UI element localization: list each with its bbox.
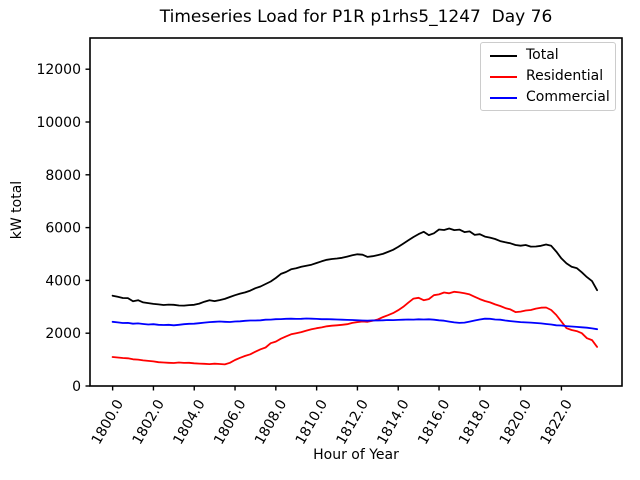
axis-ticks	[85, 68, 563, 391]
legend-label-total: Total	[526, 47, 559, 63]
legend: Total Residential Commercial	[480, 42, 616, 111]
y-tick-label: 12000	[36, 62, 81, 78]
x-tick-label: 1812.0	[334, 397, 372, 447]
x-tick-label: 1814.0	[374, 397, 412, 447]
x-tick-label: 1820.0	[497, 397, 535, 447]
x-tick-label: 1810.0	[293, 397, 331, 447]
x-axis-label: Hour of Year	[313, 447, 399, 463]
legend-label-commercial: Commercial	[526, 89, 610, 105]
x-tick-label: 1816.0	[415, 397, 453, 447]
total-line-swatch	[490, 54, 517, 57]
series-lines	[111, 227, 598, 366]
axes-frame	[89, 37, 623, 387]
y-axis-label: kW total	[9, 180, 25, 240]
series-line-total	[111, 227, 598, 307]
legend-item-residential: Residential	[490, 68, 606, 85]
residential-line-swatch	[490, 75, 517, 78]
y-tick-label: 4000	[45, 273, 81, 289]
y-tick-label: 6000	[45, 221, 81, 237]
x-tick-label: 1818.0	[456, 397, 494, 447]
x-tick-label: 1806.0	[211, 397, 249, 447]
commercial-line-swatch	[490, 96, 517, 99]
x-tick-label: 1822.0	[538, 397, 576, 447]
x-tick-label: 1808.0	[252, 397, 290, 447]
y-tick-label: 8000	[45, 168, 81, 184]
legend-label-residential: Residential	[526, 68, 604, 84]
legend-item-commercial: Commercial	[490, 89, 610, 106]
y-tick-label: 10000	[36, 115, 81, 131]
series-line-residential	[111, 290, 598, 366]
x-tick-label: 1800.0	[89, 397, 127, 447]
y-tick-label: 2000	[45, 326, 81, 342]
x-tick-label: 1804.0	[170, 397, 208, 447]
x-tick-label: 1802.0	[130, 397, 168, 447]
chart-title: Timeseries Load for P1R p1rhs5_1247 Day …	[159, 7, 553, 27]
series-line-commercial	[111, 317, 598, 331]
legend-item-total: Total	[490, 47, 606, 64]
y-tick-label: 0	[72, 379, 81, 395]
